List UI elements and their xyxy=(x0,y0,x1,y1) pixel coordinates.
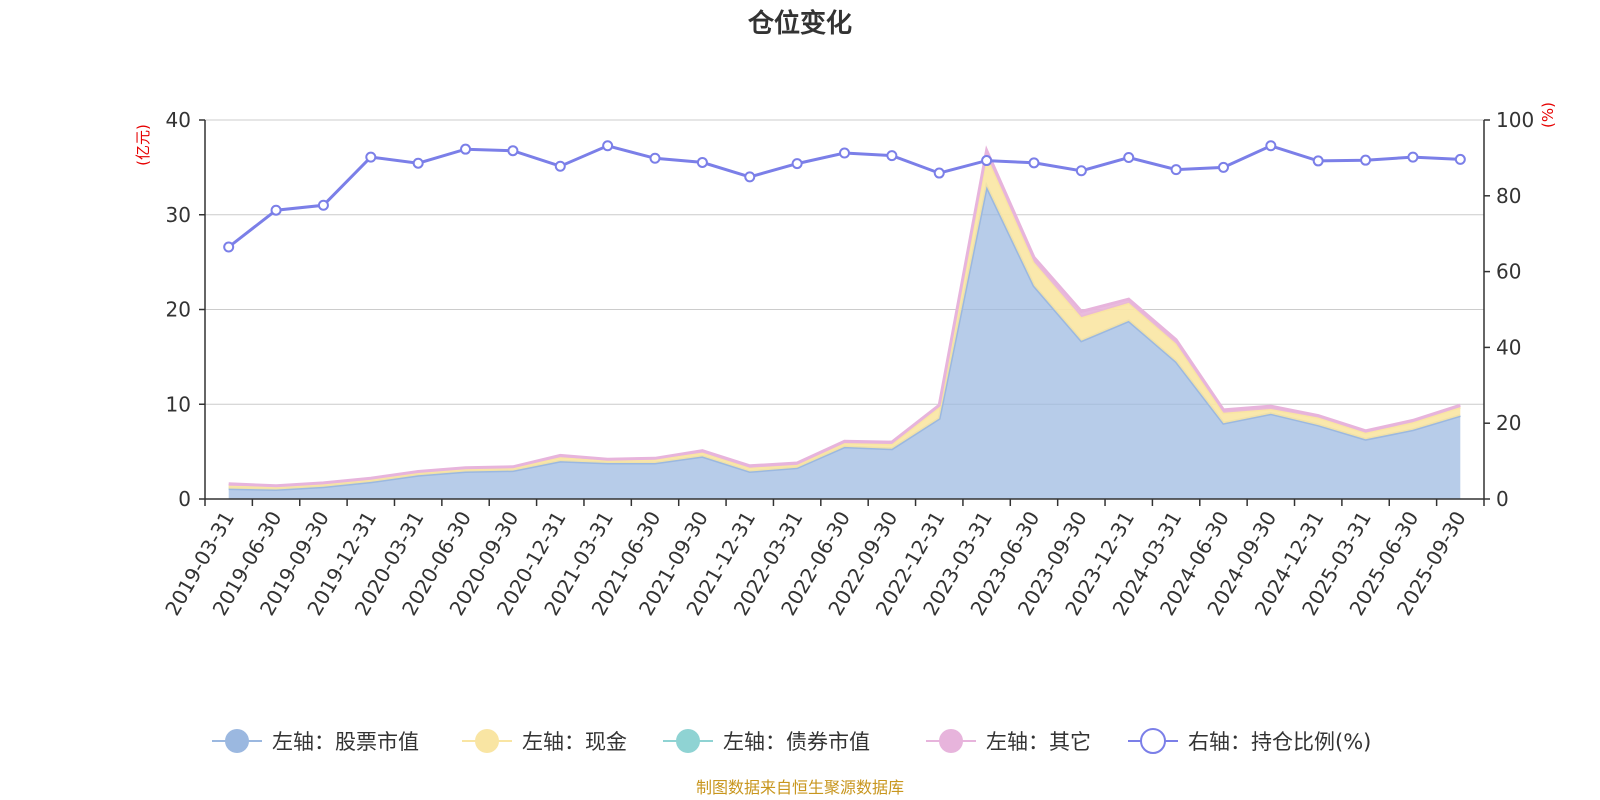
ratio-point xyxy=(886,150,898,162)
ratio-point xyxy=(1360,154,1372,166)
ratio-point xyxy=(1123,152,1135,164)
legend-marker xyxy=(939,729,963,753)
ratio-point xyxy=(1075,165,1087,177)
right-axis-tick-label: 40 xyxy=(1496,335,1521,359)
left-axis-tick-label: 0 xyxy=(178,487,191,511)
legend-label: 左轴：债券市值 xyxy=(723,730,870,754)
left-axis-tick-label: 10 xyxy=(166,392,191,416)
stacked-areas xyxy=(228,145,1461,500)
axes: 0102030400204060801002019-03-312019-06-3… xyxy=(160,108,1534,620)
ratio-point xyxy=(791,158,803,170)
ratio-point xyxy=(1217,161,1229,173)
ratio-point xyxy=(1407,151,1419,163)
right-axis-tick-label: 20 xyxy=(1496,411,1521,435)
data-source-note: 制图数据来自恒生聚源数据库 xyxy=(696,778,904,797)
left-axis-tick-label: 30 xyxy=(166,203,191,227)
ratio-point xyxy=(412,157,424,169)
ratio-point xyxy=(696,156,708,168)
ratio-point xyxy=(1028,157,1040,169)
ratio-point xyxy=(223,241,235,253)
legend-label: 左轴：其它 xyxy=(986,730,1091,754)
ratio-point xyxy=(554,160,566,172)
legend-label: 左轴：股票市值 xyxy=(272,730,419,754)
legend: 左轴：股票市值 左轴：现金 左轴：债券市值 左轴：其它 右轴：持仓比例(%) xyxy=(212,728,1371,754)
right-axis-tick-label: 60 xyxy=(1496,260,1521,284)
ratio-point xyxy=(1265,140,1277,152)
ratio-point xyxy=(270,204,282,216)
chart-title: 仓位变化 xyxy=(747,8,852,39)
ratio-point xyxy=(1454,153,1466,165)
ratio-point xyxy=(839,147,850,159)
right-axis-tick-label: 80 xyxy=(1496,184,1521,208)
ratio-point xyxy=(981,155,993,167)
area-top-line xyxy=(228,145,1461,488)
right-axis-unit: (%) xyxy=(1539,102,1557,128)
legend-marker xyxy=(225,729,249,753)
ratio-point xyxy=(649,152,661,164)
ratio-point xyxy=(744,171,756,183)
right-axis-tick-label: 100 xyxy=(1496,108,1534,132)
area-fill xyxy=(228,186,1461,500)
legend-marker xyxy=(1140,728,1166,754)
ratio-point xyxy=(1312,155,1324,167)
legend-marker xyxy=(676,729,700,753)
ratio-point xyxy=(1170,164,1182,176)
ratio-point xyxy=(602,140,614,152)
right-axis-tick-label: 0 xyxy=(1496,487,1509,511)
ratio-point xyxy=(507,145,519,157)
ratio-point xyxy=(365,151,377,163)
ratio-point xyxy=(933,167,945,179)
ratio-point xyxy=(317,199,329,211)
legend-label: 右轴：持仓比例(%) xyxy=(1188,730,1371,754)
left-axis-tick-label: 20 xyxy=(166,298,191,322)
holding-ratio-line xyxy=(223,140,1466,253)
legend-label: 左轴：现金 xyxy=(522,730,627,754)
left-axis-tick-label: 40 xyxy=(166,108,191,132)
ratio-point xyxy=(460,143,472,155)
left-axis-unit: (亿元) xyxy=(134,124,152,166)
legend-marker xyxy=(475,729,499,753)
gridlines xyxy=(205,119,1484,405)
